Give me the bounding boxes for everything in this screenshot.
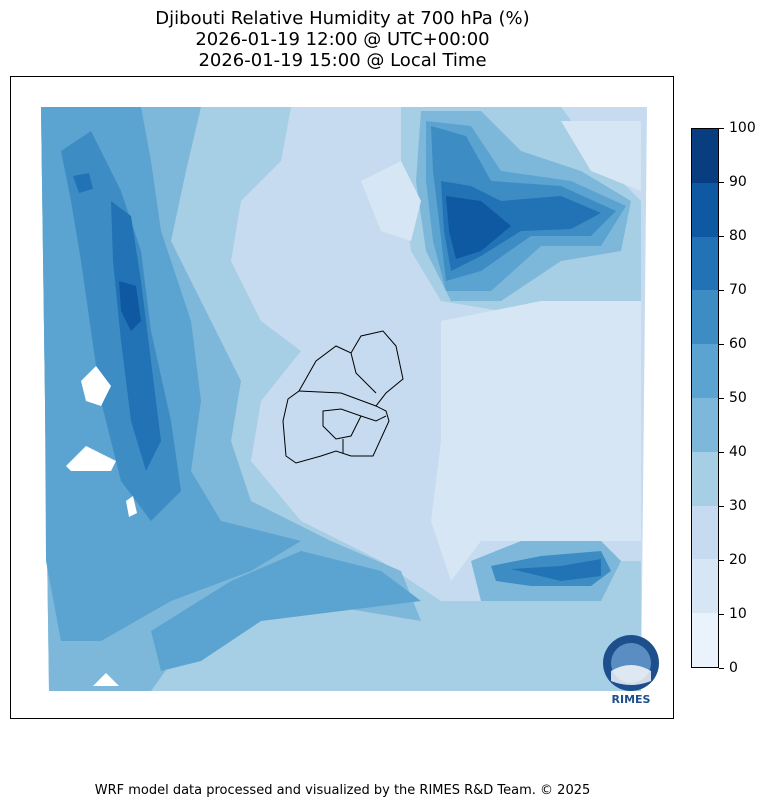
colorbar-segment <box>692 398 718 452</box>
colorbar-tick-label: 70 <box>719 282 747 298</box>
contour-10-central <box>361 161 421 241</box>
colorbar-tick-label: 60 <box>719 336 747 352</box>
colorbar-segment <box>692 613 718 667</box>
title-line-local: 2026-01-19 15:00 @ Local Time <box>198 50 487 71</box>
svg-text:RIMES: RIMES <box>612 693 651 706</box>
colorbar-tick-label: 100 <box>719 120 756 136</box>
colorbar-tick-label: 20 <box>719 552 747 568</box>
nodata-patch <box>66 446 116 471</box>
rimes-logo: RIMES <box>599 631 663 707</box>
map-axes: RIMES <box>10 76 674 719</box>
colorbar-segment <box>692 182 718 237</box>
title-line-utc: 2026-01-19 12:00 @ UTC+00:00 <box>195 29 490 50</box>
map-title: Djibouti Relative Humidity at 700 hPa (%… <box>10 8 675 71</box>
contour-10-ne <box>561 121 641 191</box>
djibouti-borders <box>282 330 404 464</box>
contour-60-south <box>151 551 421 671</box>
colorbar-segment <box>692 344 718 399</box>
contour-20-east <box>431 301 641 581</box>
contour-90-west <box>119 281 141 331</box>
colorbar-tick-label: 10 <box>719 606 747 622</box>
colorbar-segment <box>692 236 718 291</box>
colorbar-segment <box>692 559 718 614</box>
nodata-patch <box>126 496 137 517</box>
colorbar-segment <box>692 290 718 345</box>
colorbar-segment <box>692 129 718 183</box>
contour-90-ne <box>446 196 511 259</box>
colorbar-tick-label: 90 <box>719 174 747 190</box>
colorbar-segment <box>692 451 718 506</box>
colorbar-tick-label: 30 <box>719 498 747 514</box>
nodata-patch <box>81 366 111 406</box>
colorbar-tick-label: 80 <box>719 228 747 244</box>
colorbar <box>691 128 719 668</box>
contour-80-west <box>111 201 161 471</box>
colorbar-segment <box>692 505 718 560</box>
colorbar-tick-label: 0 <box>719 660 738 676</box>
contour-80-se <box>511 559 601 581</box>
colorbar-tick-label: 50 <box>719 390 747 406</box>
contour-80-west2 <box>73 173 93 193</box>
nodata-patch <box>93 673 119 686</box>
title-line-variable: Djibouti Relative Humidity at 700 hPa (%… <box>155 8 530 29</box>
credit-footer: WRF model data processed and visualized … <box>94 783 591 798</box>
colorbar-tick-label: 40 <box>719 444 747 460</box>
humidity-map <box>41 107 647 691</box>
